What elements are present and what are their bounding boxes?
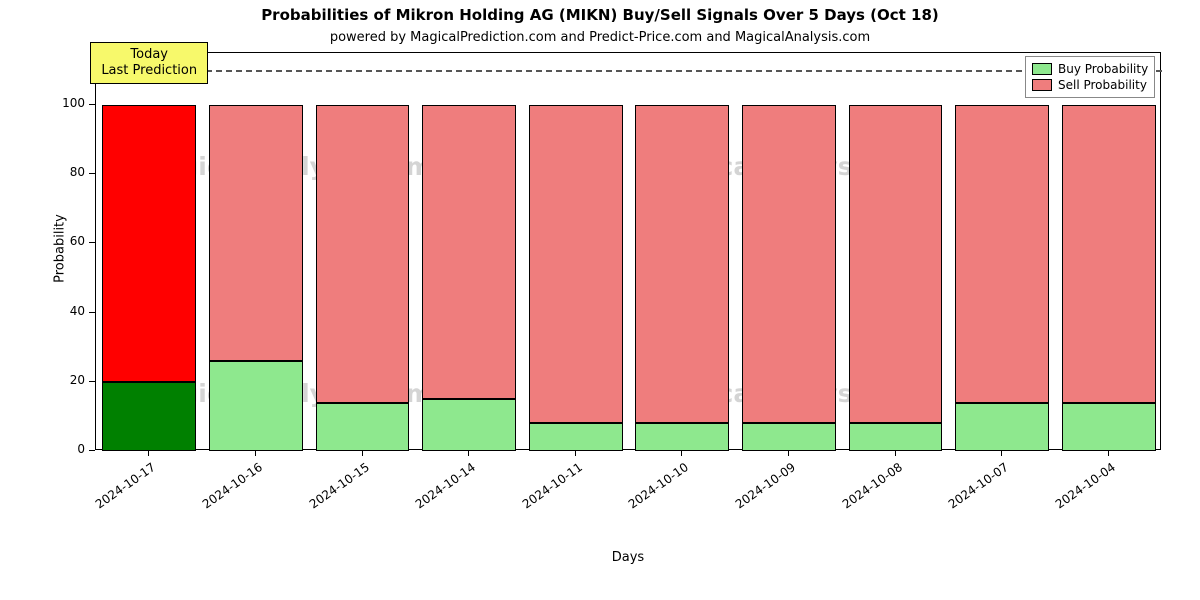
xtick-label: 2024-10-04 <box>1011 460 1117 540</box>
bar-buy <box>209 361 303 451</box>
xtick-label: 2024-10-11 <box>478 460 584 540</box>
xtick-mark <box>148 450 149 456</box>
bar-buy <box>422 399 516 451</box>
bar-sell <box>529 105 623 423</box>
ytick-label: 40 <box>45 304 85 318</box>
xtick-label: 2024-10-08 <box>798 460 904 540</box>
chart-title: Probabilities of Mikron Holding AG (MIKN… <box>0 6 1200 24</box>
bar-buy <box>102 382 196 451</box>
reference-line <box>96 70 1162 72</box>
bar-buy <box>955 403 1049 451</box>
ytick-label: 100 <box>45 96 85 110</box>
bar-buy <box>635 423 729 451</box>
xtick-label: 2024-10-15 <box>265 460 371 540</box>
legend-swatch-sell <box>1032 79 1052 91</box>
xtick-mark <box>1001 450 1002 456</box>
ytick-mark <box>89 312 95 313</box>
xtick-mark <box>362 450 363 456</box>
ytick-mark <box>89 173 95 174</box>
xtick-mark <box>575 450 576 456</box>
ytick-mark <box>89 381 95 382</box>
legend-item-sell: Sell Probability <box>1032 77 1148 93</box>
ytick-mark <box>89 104 95 105</box>
bar-sell <box>316 105 410 403</box>
ytick-label: 0 <box>45 442 85 456</box>
bar-sell <box>209 105 303 361</box>
bar-sell <box>635 105 729 423</box>
xtick-label: 2024-10-14 <box>372 460 478 540</box>
ytick-mark <box>89 242 95 243</box>
bar-buy <box>742 423 836 451</box>
legend-label-buy: Buy Probability <box>1058 62 1148 76</box>
bar-sell <box>955 105 1049 403</box>
legend-item-buy: Buy Probability <box>1032 61 1148 77</box>
xtick-mark <box>1108 450 1109 456</box>
bar-sell <box>742 105 836 423</box>
ytick-mark <box>89 450 95 451</box>
xtick-label: 2024-10-07 <box>905 460 1011 540</box>
xtick-mark <box>788 450 789 456</box>
callout-today: TodayLast Prediction <box>90 42 208 85</box>
ytick-label: 80 <box>45 165 85 179</box>
y-axis-label: Probability <box>53 199 68 299</box>
xtick-mark <box>681 450 682 456</box>
xtick-mark <box>468 450 469 456</box>
callout-line-1: Today <box>101 47 197 63</box>
bar-sell <box>1062 105 1156 403</box>
bar-buy <box>1062 403 1156 451</box>
legend-swatch-buy <box>1032 63 1052 75</box>
bar-buy <box>849 423 943 451</box>
xtick-mark <box>255 450 256 456</box>
ytick-label: 20 <box>45 373 85 387</box>
xtick-label: 2024-10-16 <box>159 460 265 540</box>
xtick-mark <box>895 450 896 456</box>
bar-buy <box>529 423 623 451</box>
bar-sell <box>849 105 943 423</box>
x-axis-label: Days <box>578 550 678 565</box>
bar-sell <box>422 105 516 399</box>
plot-area: MagicalAnalysis.comMagicalAnalysis.comMa… <box>95 52 1161 450</box>
xtick-label: 2024-10-17 <box>52 460 158 540</box>
callout-line-2: Last Prediction <box>101 63 197 79</box>
legend-label-sell: Sell Probability <box>1058 78 1147 92</box>
xtick-label: 2024-10-10 <box>585 460 691 540</box>
ytick-label: 60 <box>45 234 85 248</box>
bar-buy <box>316 403 410 451</box>
bar-sell <box>102 105 196 382</box>
xtick-label: 2024-10-09 <box>692 460 798 540</box>
legend: Buy Probability Sell Probability <box>1025 56 1155 98</box>
